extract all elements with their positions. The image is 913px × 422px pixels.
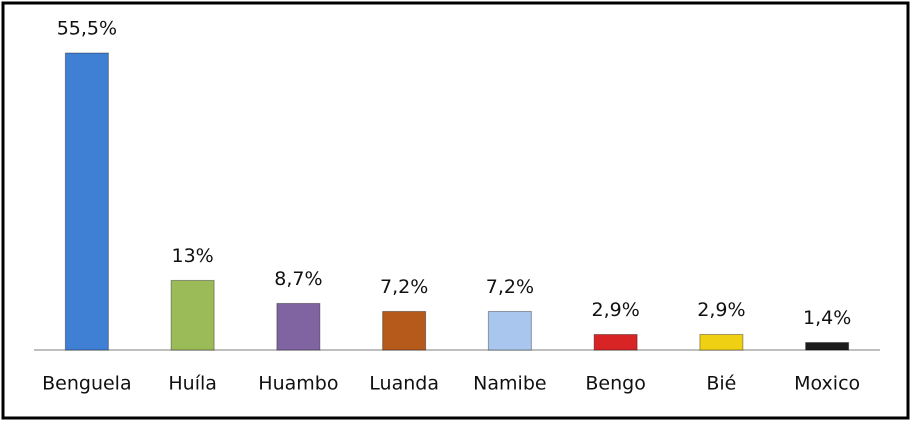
value-label: 2,9% [591,299,639,321]
x-tick-label: Huambo [258,373,338,395]
x-tick-label: Benguela [42,373,131,395]
value-label: 7,2% [380,276,428,298]
value-label: 8,7% [274,268,322,290]
x-tick-label: Bengo [585,373,645,395]
bar [64,52,109,351]
bar [170,279,215,351]
x-tick-label: Luanda [369,373,439,395]
bar [593,333,638,351]
value-label: 7,2% [486,276,534,298]
bar [805,342,850,351]
value-label: 2,9% [697,299,745,321]
bar [699,333,744,351]
x-tick-label: Moxico [794,373,860,395]
value-label: 55,5% [57,18,117,40]
value-label: 13% [172,245,214,267]
x-tick-label: Namibe [473,373,546,395]
bar [487,310,532,351]
bar [276,302,321,351]
bar [382,310,427,351]
x-tick-label: Huíla [168,373,217,395]
value-label: 1,4% [803,307,851,329]
x-tick-label: Bié [706,373,736,395]
